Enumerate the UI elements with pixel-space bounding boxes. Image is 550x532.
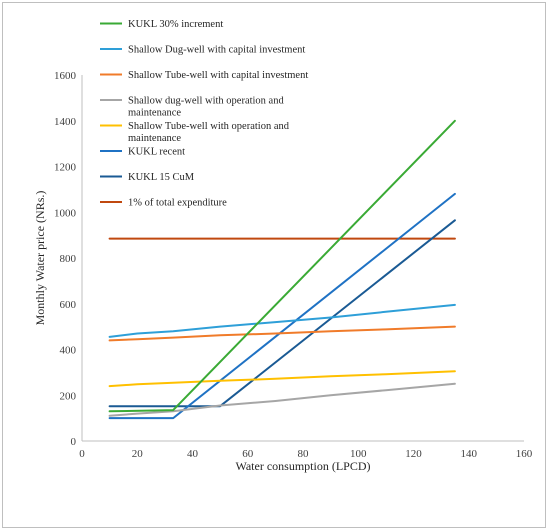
legend-label: KUKL 30% increment — [128, 19, 223, 30]
plot-lines — [108, 119, 456, 420]
legend-item: Shallow Dug-well with capital investment — [100, 45, 305, 56]
legend-label: 1% of total expenditure — [128, 198, 227, 209]
legend: KUKL 30% increment Shallow Dug-well with … — [100, 19, 308, 209]
legend-label: KUKL 15 CuM — [128, 172, 195, 183]
legend-item: KUKL 30% increment — [100, 19, 223, 30]
legend-label: Shallow Tube-well with capital investmen… — [128, 70, 308, 81]
x-tick-label: 60 — [242, 448, 254, 460]
y-tick-label: 1200 — [54, 162, 77, 174]
y-tick-label: 1000 — [54, 207, 77, 219]
y-tick-label: 400 — [60, 345, 77, 357]
x-tick-label: 20 — [132, 448, 144, 460]
legend-label: maintenance — [128, 108, 181, 119]
axes — [81, 75, 524, 442]
legend-label: Shallow Dug-well with capital investment — [128, 45, 305, 56]
y-tick-label: 800 — [60, 253, 77, 265]
legend-item: KUKL 15 CuM — [100, 172, 195, 183]
x-tick-label: 140 — [461, 448, 478, 460]
y-tick-label: 1600 — [54, 70, 77, 82]
x-axis-title: Water consumption (LPCD) — [235, 459, 370, 473]
y-axis-title: Monthly Water price (NRs.) — [33, 191, 47, 326]
x-tick-label: 40 — [187, 448, 199, 460]
legend-item: Shallow Tube-well with operation andmain… — [100, 121, 290, 144]
x-tick-label: 0 — [79, 448, 85, 460]
y-tick-label: 600 — [60, 299, 77, 311]
legend-label: KUKL recent — [128, 147, 185, 158]
y-tick-label: 0 — [71, 436, 77, 448]
series-line-1 — [108, 119, 456, 413]
y-tick-label: 200 — [60, 390, 77, 402]
legend-label: maintenance — [128, 133, 181, 144]
legend-item: Shallow Tube-well with capital investmen… — [100, 70, 308, 81]
x-tick-label: 160 — [516, 448, 533, 460]
x-tick-label: 120 — [405, 448, 422, 460]
series-line-4 — [108, 382, 456, 417]
y-tick-label: 1400 — [54, 116, 77, 128]
x-tick-label: 100 — [350, 448, 367, 460]
y-tick-labels: 0 200 400 600 800 1000 1200 1400 1600 — [54, 70, 77, 448]
series-line-2 — [108, 303, 456, 338]
series-line-6 — [108, 192, 456, 420]
legend-label: Shallow dug-well with operation and — [128, 96, 284, 107]
chart-frame — [2, 2, 546, 528]
legend-item: 1% of total expenditure — [100, 198, 227, 209]
x-tick-labels: 0 20 40 60 80 100 120 140 160 — [79, 448, 533, 460]
legend-label: Shallow Tube-well with operation and — [128, 121, 290, 132]
series-line-3 — [108, 325, 456, 342]
x-tick-label: 80 — [298, 448, 310, 460]
series-line-5 — [108, 370, 456, 388]
legend-item: Shallow dug-well with operation andmaint… — [100, 96, 284, 119]
legend-item: KUKL recent — [100, 147, 185, 158]
